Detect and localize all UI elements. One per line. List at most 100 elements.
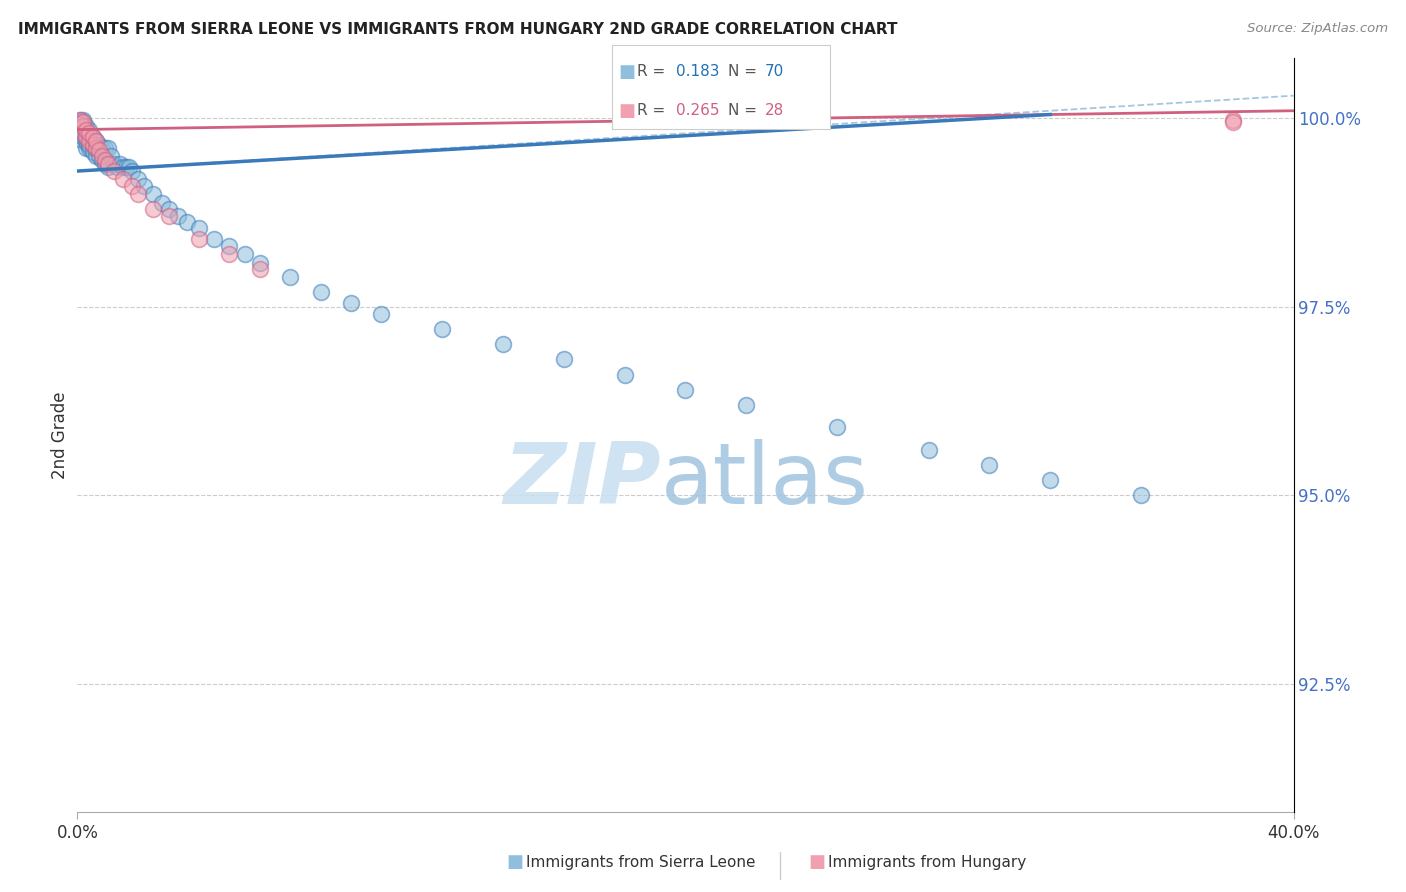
Text: 70: 70 (765, 64, 785, 79)
Point (82, 137, 104, 152)
Point (492, 337, 515, 351)
Text: ■: ■ (619, 102, 636, 120)
Point (79, 137, 101, 152)
Text: R =: R = (637, 64, 671, 79)
Point (249, 256, 271, 270)
Point (108, 156, 131, 170)
Point (84, 134, 107, 148)
Point (103, 156, 125, 170)
Point (103, 164, 125, 178)
Point (90, 153, 112, 167)
Text: N =: N = (728, 103, 762, 119)
Point (188, 232, 211, 246)
Point (134, 179, 156, 194)
Point (979, 458, 1001, 472)
Point (1222, 112, 1244, 127)
Point (79, 127, 101, 141)
Point (1039, 473, 1062, 487)
Point (93, 141, 115, 155)
Point (115, 161, 138, 175)
Point (121, 164, 143, 178)
Point (75, 134, 97, 148)
Point (82, 137, 104, 152)
Point (72, 134, 94, 148)
Point (69, 122, 91, 136)
Point (675, 383, 697, 397)
Y-axis label: 2nd Grade: 2nd Grade (51, 391, 69, 479)
Point (69, 112, 91, 127)
Point (82, 130, 104, 145)
Point (75, 122, 97, 136)
Point (82, 130, 104, 145)
Point (87, 137, 110, 152)
Point (87, 149, 110, 163)
Text: N =: N = (728, 64, 762, 79)
Text: ■: ■ (619, 62, 636, 80)
Point (111, 161, 134, 175)
Point (100, 149, 122, 163)
Point (218, 239, 240, 253)
Point (118, 161, 141, 175)
Point (97, 161, 120, 175)
Point (278, 269, 301, 284)
Text: Source: ZipAtlas.com: Source: ZipAtlas.com (1247, 22, 1388, 36)
Point (218, 247, 240, 261)
Text: 28: 28 (765, 103, 785, 119)
Point (105, 161, 128, 175)
Text: ■: ■ (506, 853, 523, 871)
Point (97, 156, 120, 170)
Text: ZIP: ZIP (503, 439, 661, 522)
Point (69, 119, 91, 133)
Point (84, 141, 107, 155)
Point (152, 195, 174, 210)
Point (111, 171, 134, 186)
Point (827, 420, 849, 434)
Point (75, 119, 97, 133)
Point (340, 296, 363, 310)
Point (69, 117, 91, 131)
Point (918, 442, 941, 457)
Point (176, 215, 198, 229)
Point (202, 232, 225, 246)
Point (249, 262, 271, 277)
Point (121, 179, 143, 194)
Text: Immigrants from Sierra Leone: Immigrants from Sierra Leone (526, 855, 755, 870)
Point (87, 143, 110, 157)
Point (93, 156, 115, 170)
Text: IMMIGRANTS FROM SIERRA LEONE VS IMMIGRANTS FROM HUNGARY 2ND GRADE CORRELATION CH: IMMIGRANTS FROM SIERRA LEONE VS IMMIGRAN… (18, 22, 898, 37)
Point (553, 352, 575, 367)
Point (188, 220, 211, 235)
Point (93, 153, 115, 167)
Point (735, 398, 758, 412)
Point (1222, 115, 1244, 129)
Point (72, 130, 94, 145)
Point (79, 141, 101, 155)
Point (69, 115, 91, 129)
Point (84, 149, 107, 163)
Point (72, 119, 94, 133)
Point (157, 202, 180, 216)
Text: Immigrants from Hungary: Immigrants from Hungary (828, 855, 1026, 870)
Point (72, 122, 94, 136)
Point (69, 117, 91, 131)
Text: ■: ■ (808, 853, 825, 871)
Point (72, 112, 94, 127)
Point (1130, 488, 1153, 502)
Point (72, 115, 94, 129)
Point (72, 127, 94, 141)
Point (69, 112, 91, 127)
Point (72, 115, 94, 129)
Point (432, 322, 454, 336)
Text: 0.183: 0.183 (676, 64, 720, 79)
Point (79, 122, 101, 136)
Point (75, 130, 97, 145)
Point (72, 119, 94, 133)
Text: 0.265: 0.265 (676, 103, 720, 119)
Point (142, 186, 165, 201)
Point (75, 130, 97, 145)
Point (90, 141, 112, 155)
Text: R =: R = (637, 103, 671, 119)
Point (97, 141, 120, 155)
Text: atlas: atlas (661, 439, 869, 522)
Point (166, 209, 188, 223)
